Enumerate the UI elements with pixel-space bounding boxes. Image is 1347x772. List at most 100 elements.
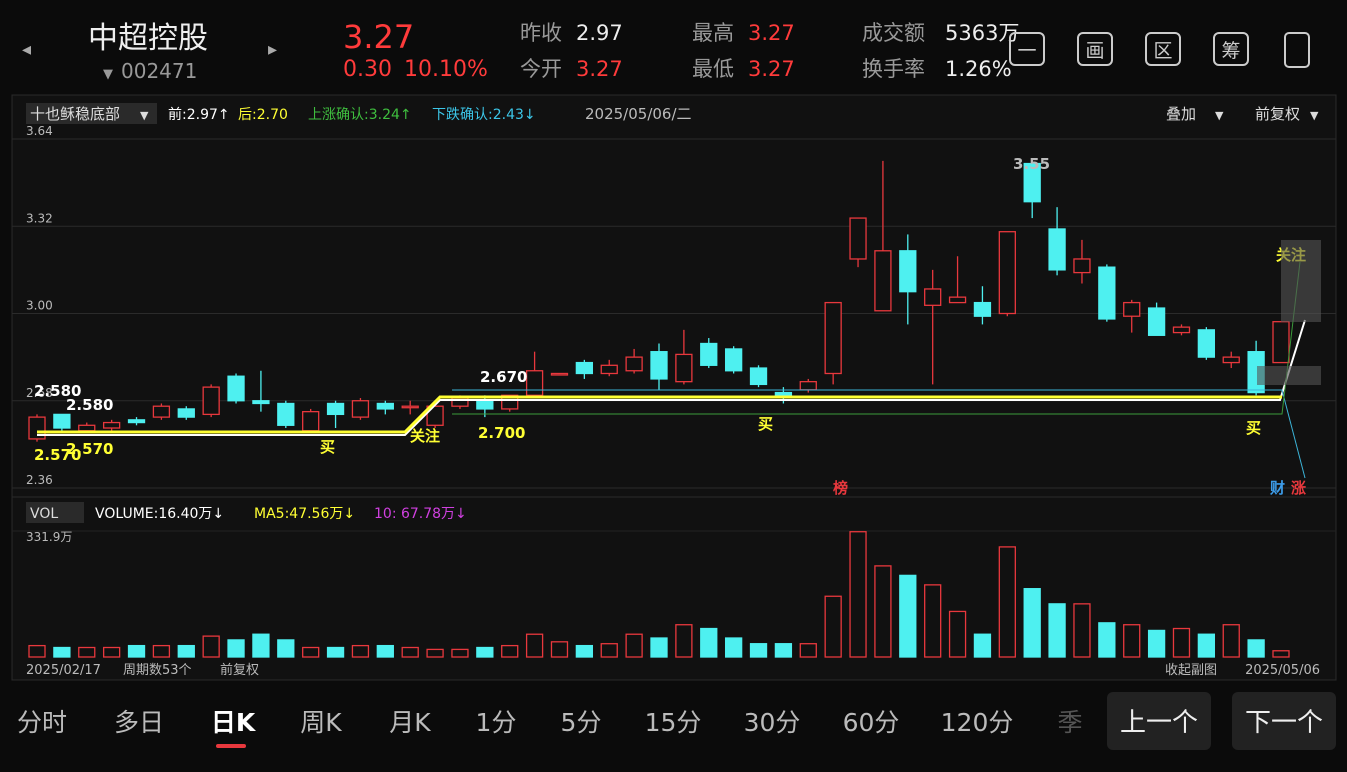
volume-bar bbox=[252, 633, 270, 658]
next-label[interactable]: 下一个 bbox=[1245, 708, 1323, 738]
annotation: 2.670 bbox=[480, 368, 527, 386]
tab[interactable]: 30分 bbox=[744, 708, 801, 737]
icon-button[interactable] bbox=[1077, 32, 1113, 66]
icon-label[interactable]: 筹 bbox=[1221, 40, 1240, 62]
volume-bar bbox=[302, 646, 320, 658]
volume-bar bbox=[277, 639, 295, 658]
candle-body bbox=[152, 405, 171, 418]
volume-bar bbox=[376, 644, 394, 658]
tab[interactable]: 月K bbox=[389, 708, 431, 737]
next-button[interactable] bbox=[1232, 692, 1336, 750]
candle-body bbox=[948, 296, 967, 304]
stock-code: 002471 bbox=[121, 59, 197, 83]
candle-body bbox=[774, 391, 793, 396]
volume-bar bbox=[1123, 624, 1141, 658]
yellow-line bbox=[37, 395, 1282, 434]
volume-bar bbox=[1172, 627, 1191, 658]
vol-select[interactable] bbox=[26, 502, 84, 523]
candle-body bbox=[127, 419, 146, 424]
annotation: 买 bbox=[758, 415, 773, 433]
candle-body bbox=[102, 421, 121, 429]
icon-button[interactable] bbox=[1009, 32, 1045, 66]
annotation: 2.570 bbox=[66, 440, 113, 458]
annotation: 3.55 bbox=[1013, 155, 1050, 173]
prev-button[interactable] bbox=[1107, 692, 1211, 750]
candle-body bbox=[749, 367, 768, 386]
adjust[interactable]: 前复权 bbox=[1255, 105, 1300, 123]
icon-label[interactable]: 一 bbox=[1017, 40, 1036, 62]
prev-label[interactable]: 上一个 bbox=[1120, 708, 1198, 738]
tab[interactable]: 1分 bbox=[476, 708, 517, 737]
dropdown[interactable]: ▼ bbox=[1310, 109, 1319, 122]
dropdown[interactable]: ▼ bbox=[103, 67, 113, 82]
indicator-value: 上涨确认:3.24↑ bbox=[308, 107, 412, 123]
icon-button[interactable] bbox=[1145, 32, 1181, 66]
tab[interactable]: 季 bbox=[1057, 708, 1082, 737]
footer-text: 2025/05/06 bbox=[1245, 663, 1320, 678]
volume-bar bbox=[675, 624, 693, 658]
candle-body bbox=[1123, 301, 1141, 317]
change: 0.30 bbox=[343, 57, 392, 82]
stock-name: 中超控股 bbox=[88, 21, 208, 56]
vol-header[interactable]: VOL bbox=[30, 506, 58, 522]
candle-body bbox=[625, 356, 643, 372]
stat-label: 昨收 bbox=[520, 21, 562, 45]
candle-body bbox=[302, 411, 320, 432]
tab[interactable]: 多日 bbox=[114, 708, 164, 737]
icon-button[interactable] bbox=[1284, 32, 1310, 68]
volume-bar bbox=[849, 531, 867, 658]
volume-bar bbox=[700, 627, 718, 658]
price: 3.27 bbox=[343, 18, 414, 56]
volume-bar bbox=[799, 643, 817, 658]
candle-body bbox=[525, 370, 544, 396]
stat-value: 3.27 bbox=[748, 57, 795, 81]
tab[interactable]: 日K bbox=[211, 708, 257, 737]
tab[interactable]: 60分 bbox=[843, 708, 900, 737]
volume-bar bbox=[1073, 603, 1091, 658]
icon-label[interactable]: 画 bbox=[1085, 40, 1104, 62]
annotation: 关注 bbox=[410, 427, 440, 445]
candle-body bbox=[675, 353, 693, 383]
candle-body bbox=[1098, 266, 1116, 320]
next-stock[interactable]: ▸ bbox=[268, 39, 277, 60]
candle-body bbox=[476, 400, 494, 410]
candle-body bbox=[998, 231, 1016, 315]
overlay[interactable]: 叠加 bbox=[1166, 105, 1196, 123]
volume-bar bbox=[600, 643, 618, 658]
projection-box bbox=[1281, 240, 1321, 322]
tab[interactable]: 15分 bbox=[645, 708, 702, 737]
annotation: 2.580 bbox=[34, 382, 81, 400]
volume-bar bbox=[550, 641, 569, 658]
indicator-name[interactable]: 十也稣稳底部 bbox=[30, 105, 120, 123]
volume-bar bbox=[973, 633, 992, 658]
volume-bar bbox=[227, 639, 245, 658]
tab[interactable]: 120分 bbox=[941, 708, 1014, 737]
tab[interactable]: 5分 bbox=[561, 708, 602, 737]
vol-header: 10: 67.78万↓ bbox=[374, 506, 467, 522]
indicator-value: 后:2.70 bbox=[238, 107, 288, 123]
volume-bar bbox=[351, 644, 370, 658]
candle-body bbox=[1073, 258, 1091, 274]
volume-bar bbox=[78, 646, 96, 658]
candle-body bbox=[600, 364, 618, 375]
candle-body bbox=[1272, 321, 1290, 364]
tab[interactable]: 周K bbox=[300, 708, 342, 737]
candle-body bbox=[227, 375, 245, 402]
icon-label[interactable]: 区 bbox=[1153, 40, 1172, 62]
prev-stock[interactable]: ◂ bbox=[22, 39, 31, 60]
footer-text[interactable]: 收起副图 bbox=[1165, 663, 1217, 678]
candle-body bbox=[1197, 329, 1216, 358]
tab[interactable]: 分时 bbox=[17, 708, 67, 737]
volume-bar bbox=[650, 637, 668, 658]
dropdown[interactable]: ▼ bbox=[140, 109, 149, 122]
candle-body bbox=[252, 400, 270, 405]
dropdown[interactable]: ▼ bbox=[1215, 109, 1224, 122]
annotation: 买 bbox=[1246, 419, 1261, 437]
volume-bar bbox=[625, 633, 643, 658]
candle-body bbox=[575, 361, 594, 375]
indicator-select[interactable] bbox=[26, 103, 157, 124]
stat-value: 3.27 bbox=[576, 57, 623, 81]
stat-label: 成交额 bbox=[862, 21, 925, 45]
icon-button[interactable] bbox=[1213, 32, 1249, 66]
annotation: 2.700 bbox=[478, 424, 525, 442]
